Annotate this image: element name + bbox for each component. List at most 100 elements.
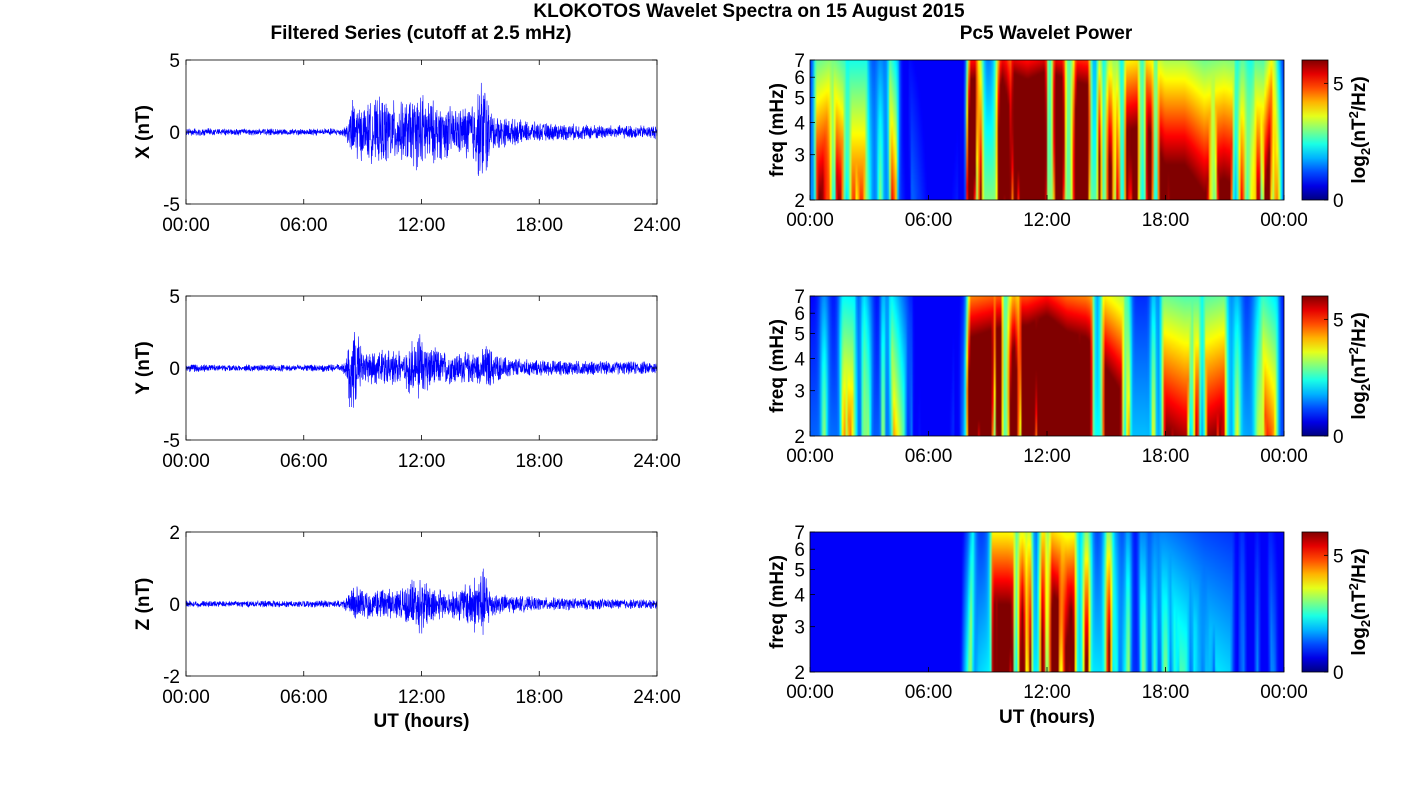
y-tick-label: 4 <box>794 350 805 371</box>
y-tick-label: 0 <box>169 123 180 144</box>
y-tick-label: 7 <box>794 523 805 544</box>
y-tick-label: -5 <box>163 431 180 452</box>
x-tick-label: 12:00 <box>1023 210 1071 231</box>
colorbar-label-part: /Hz) <box>1349 548 1370 583</box>
signal-line-z <box>185 568 658 635</box>
y-tick-label: 4 <box>794 114 805 135</box>
x-tick-label: 06:00 <box>905 210 953 231</box>
y-tick-label: 4 <box>794 586 805 607</box>
y-axis-label: Z (nT) <box>133 578 154 631</box>
x-axis-label: UT (hours) <box>999 707 1095 728</box>
y-tick-label: 5 <box>794 325 805 346</box>
x-tick-label: 24:00 <box>633 451 681 472</box>
colorbar-label-part: 2 <box>1346 583 1361 590</box>
y-axis-label: freq (mHz) <box>767 319 788 413</box>
y-tick-label: 7 <box>794 51 805 72</box>
colorbar-label-part: 2 <box>1358 620 1373 627</box>
x-tick-label: 00:00 <box>1260 446 1308 467</box>
y-tick-label: 2 <box>794 427 805 448</box>
colorbar-tick-label: 5 <box>1333 546 1344 567</box>
x-tick-label: 00:00 <box>162 215 210 236</box>
x-tick-label: 06:00 <box>280 215 328 236</box>
y-tick-label: 0 <box>169 359 180 380</box>
x-tick-label: 00:00 <box>1260 210 1308 231</box>
x-tick-label: 06:00 <box>280 687 328 708</box>
y-tick-label: 6 <box>794 540 805 561</box>
y-tick-label: 5 <box>169 51 180 72</box>
y-tick-label: 5 <box>169 287 180 308</box>
x-tick-label: 06:00 <box>905 446 953 467</box>
y-tick-label: -5 <box>163 195 180 216</box>
colorbar-tick-label: 5 <box>1333 310 1344 331</box>
colorbar-label-part: /Hz) <box>1349 312 1370 347</box>
x-tick-label: 06:00 <box>905 682 953 703</box>
colorbar <box>1302 532 1328 672</box>
colorbar-label-part: log <box>1349 627 1370 656</box>
x-tick-label: 06:00 <box>280 451 328 472</box>
y-tick-label: 3 <box>794 618 805 639</box>
x-tick-label: 00:00 <box>786 446 834 467</box>
wavelet-power-image <box>810 532 1284 672</box>
colorbar <box>1302 60 1328 200</box>
x-tick-label: 12:00 <box>398 687 446 708</box>
colorbar-tick-label: 0 <box>1333 663 1344 684</box>
y-tick-label: 3 <box>794 146 805 167</box>
x-axis-label: UT (hours) <box>373 711 469 732</box>
x-tick-label: 00:00 <box>1260 682 1308 703</box>
colorbar-frame <box>1301 295 1329 437</box>
left-column-title: Filtered Series (cutoff at 2.5 mHz) <box>271 23 572 44</box>
colorbar-frame <box>1301 59 1329 201</box>
colorbar-label: log2(nT2/Hz) <box>1346 312 1373 419</box>
x-tick-label: 18:00 <box>515 451 563 472</box>
x-tick-label: 00:00 <box>162 451 210 472</box>
x-tick-label: 12:00 <box>1023 682 1071 703</box>
colorbar-label-part: 2 <box>1346 347 1361 354</box>
wavelet-power-image <box>810 60 1284 200</box>
x-tick-label: 18:00 <box>1142 446 1190 467</box>
y-tick-label: 2 <box>169 523 180 544</box>
x-tick-label: 12:00 <box>1023 446 1071 467</box>
colorbar-label-part: log <box>1349 391 1370 420</box>
colorbar-label-part: /Hz) <box>1349 76 1370 111</box>
colorbar-label-part: (nT <box>1349 118 1370 148</box>
y-tick-label: 3 <box>794 382 805 403</box>
y-tick-label: 5 <box>794 89 805 110</box>
y-tick-label: -2 <box>163 667 180 688</box>
y-axis-label: freq (mHz) <box>767 555 788 649</box>
colorbar <box>1302 296 1328 436</box>
y-tick-label: 5 <box>794 561 805 582</box>
x-tick-label: 24:00 <box>633 687 681 708</box>
wavelet-power-image <box>810 296 1284 436</box>
colorbar-tick-label: 0 <box>1333 191 1344 212</box>
signal-line-y <box>185 332 658 408</box>
y-axis-label: X (nT) <box>133 105 154 159</box>
y-axis-label: Y (nT) <box>133 341 154 394</box>
y-axis-label: freq (mHz) <box>767 83 788 177</box>
panels: 50-500:00 06:00 12:00 18:00 24:00X (nT)50-50… <box>133 51 1373 732</box>
timeseries-panel-y: 5 0 -500:00 06:00 12:00 18:00 24:00 Y (nT) <box>133 287 681 472</box>
y-tick-label: 7 <box>794 287 805 308</box>
colorbar-label-part: log <box>1349 155 1370 184</box>
timeseries-panel-z: 2 0 -200:00 06:00 12:00 18:00 24:00 Z (nT) UT (h… <box>133 523 681 732</box>
right-column-title: Pc5 Wavelet Power <box>960 23 1133 44</box>
x-tick-label: 24:00 <box>633 215 681 236</box>
x-tick-label: 00:00 <box>162 687 210 708</box>
colorbar-label-part: 2 <box>1358 384 1373 391</box>
colorbar-label: log2(nT2/Hz) <box>1346 76 1373 183</box>
x-tick-label: 00:00 <box>786 210 834 231</box>
y-tick-label: 0 <box>169 595 180 616</box>
y-tick-label: 2 <box>794 663 805 684</box>
colorbar-label-part: (nT <box>1349 590 1370 620</box>
colorbar-label: log2(nT2/Hz) <box>1346 548 1373 655</box>
x-tick-label: 18:00 <box>515 687 563 708</box>
colorbar-label-part: 2 <box>1346 111 1361 118</box>
colorbar-label-part: (nT <box>1349 354 1370 384</box>
x-tick-label: 12:00 <box>398 215 446 236</box>
signal-line-x <box>185 82 658 177</box>
colorbar-tick-label: 5 <box>1333 74 1344 95</box>
figure-title: KLOKOTOS Wavelet Spectra on 15 August 20… <box>533 1 965 22</box>
x-tick-label: 00:00 <box>786 682 834 703</box>
